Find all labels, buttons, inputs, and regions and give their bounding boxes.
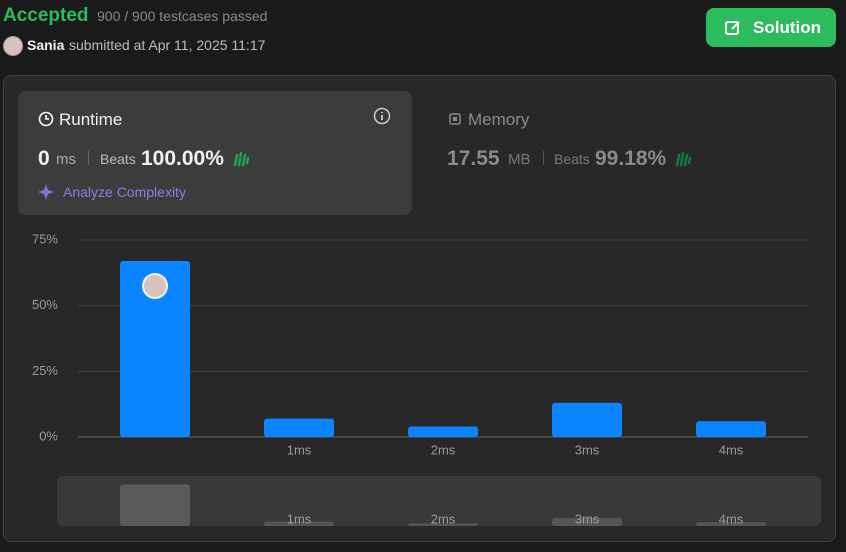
- bar: [264, 418, 334, 437]
- runtime-unit: ms: [56, 151, 76, 168]
- divider: [543, 151, 544, 165]
- user-avatar: [142, 273, 168, 299]
- y-tick-label: 75%: [32, 231, 58, 246]
- solution-label: Solution: [753, 18, 821, 37]
- divider: [88, 151, 89, 165]
- runtime-beats: 100.00%: [141, 147, 224, 170]
- edit-icon: [725, 21, 740, 35]
- memory-title[interactable]: Memory: [468, 110, 530, 129]
- overview-bar: [408, 523, 478, 526]
- memory-unit: MB: [508, 151, 531, 168]
- clap-icon: [233, 151, 250, 167]
- solution-button[interactable]: Solution: [706, 8, 836, 47]
- info-icon[interactable]: [373, 107, 391, 125]
- overview-bar: [120, 484, 190, 526]
- overview-bar: [264, 521, 334, 526]
- runtime-title: Runtime: [59, 110, 123, 129]
- avatar: [3, 36, 23, 56]
- x-tick-label: 1ms: [287, 442, 312, 457]
- status: Accepted: [3, 5, 89, 26]
- beats-label: Beats: [554, 151, 590, 167]
- overview-label: 4ms: [719, 511, 744, 526]
- username[interactable]: Sania: [27, 37, 65, 53]
- clap-icon: [675, 151, 692, 167]
- bar: [120, 261, 190, 437]
- submitted-at: submitted at Apr 11, 2025 11:17: [69, 37, 266, 53]
- bar: [552, 402, 622, 437]
- y-tick-label: 0%: [39, 428, 58, 443]
- beats-label: Beats: [100, 151, 136, 167]
- overview-label: 2ms: [431, 511, 456, 526]
- overview-label: 3ms: [575, 511, 600, 526]
- clock-icon: [38, 111, 54, 127]
- testcases: 900 / 900 testcases passed: [97, 8, 268, 24]
- overview-bar: [696, 522, 766, 526]
- x-tick-label: 4ms: [719, 442, 744, 457]
- overview-label: 1ms: [287, 511, 312, 526]
- overview-bar: [552, 518, 622, 526]
- y-tick-label: 50%: [32, 297, 58, 312]
- chip-icon: [449, 113, 461, 125]
- sparkle-icon: [38, 184, 54, 200]
- memory-beats: 99.18%: [595, 147, 667, 170]
- x-tick-label: 3ms: [575, 442, 600, 457]
- bar: [696, 421, 766, 437]
- bar: [408, 426, 478, 437]
- runtime-card[interactable]: [18, 91, 412, 215]
- runtime-value: 0: [38, 147, 50, 170]
- memory-value: 17.55: [447, 147, 500, 170]
- analyze-complexity[interactable]: Analyze Complexity: [63, 184, 186, 200]
- y-tick-label: 25%: [32, 363, 58, 378]
- x-tick-label: 2ms: [431, 442, 456, 457]
